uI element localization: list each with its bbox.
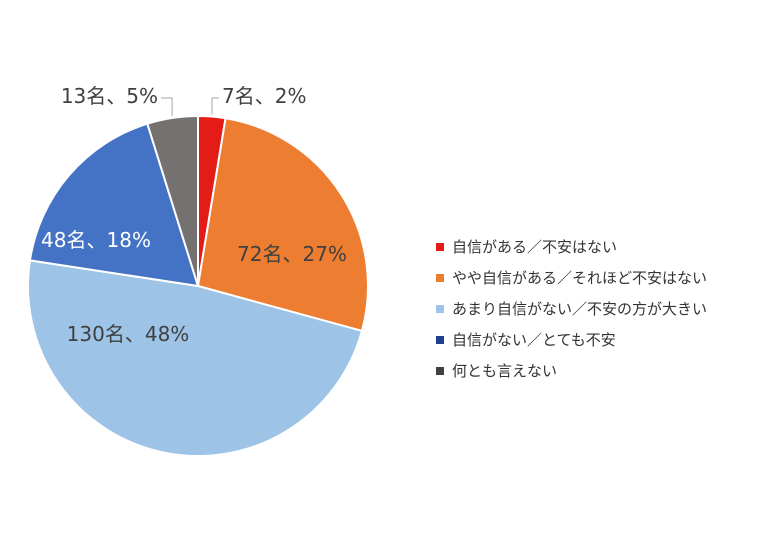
- legend-label-3: あまり自信がない／不安の方が大きい: [452, 300, 707, 318]
- data-label-2: 72名、27%: [237, 242, 347, 266]
- pie-slices: [27, 114, 369, 457]
- legend-marker-3: [436, 305, 444, 313]
- data-label-4: 48名、18%: [41, 228, 151, 252]
- legend-label-1: 自信がある／不安はない: [452, 238, 617, 256]
- legend-label-4: 自信がない／とても不安: [452, 331, 616, 349]
- pie-slice-3: [27, 259, 364, 457]
- pie-slice-2: [196, 117, 369, 333]
- legend-marker-4: [436, 336, 444, 344]
- leader-line-5: [161, 97, 173, 116]
- legend-marker-2: [436, 274, 444, 282]
- data-label-5: 13名、5%: [61, 84, 158, 108]
- legend-label-2: やや自信がある／それほど不安はない: [452, 269, 707, 287]
- legend: 自信がある／不安はないやや自信がある／それほど不安はないあまり自信がない／不安の…: [436, 238, 707, 380]
- data-labels: 7名、2% 72名、27% 130名、48% 48名、18% 13名、5%: [41, 84, 347, 346]
- data-label-1: 7名、2%: [222, 84, 306, 108]
- legend-marker-5: [436, 367, 444, 375]
- data-label-3: 130名、48%: [67, 322, 190, 346]
- pie-slice-5: [146, 114, 199, 287]
- leader-lines: [161, 97, 219, 116]
- legend-marker-1: [436, 243, 444, 251]
- legend-label-5: 何とも言えない: [452, 362, 557, 380]
- leader-line-1: [211, 97, 219, 115]
- pie-slice-4: [28, 122, 200, 288]
